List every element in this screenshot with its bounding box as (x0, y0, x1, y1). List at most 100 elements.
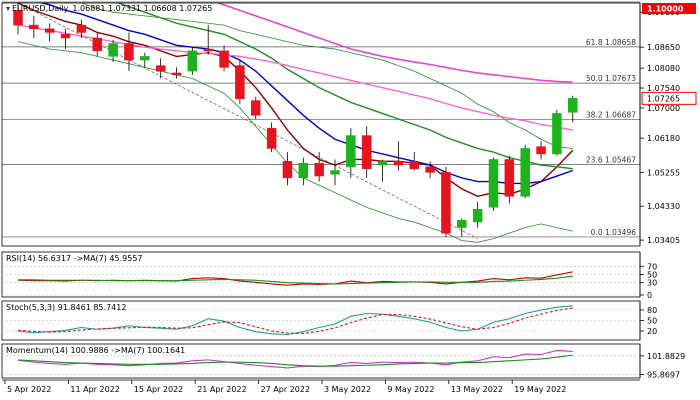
candle-body (219, 50, 229, 68)
price-tick-label: 1.03405 (647, 236, 680, 245)
top-marker-label: 1.10000 (647, 5, 684, 14)
candle (124, 32, 134, 72)
candle (457, 218, 467, 237)
candle-body (203, 48, 213, 52)
candle (282, 152, 293, 186)
candle-body (124, 43, 134, 61)
momentum-panel: 101.8829 95.8697 Momentum(14) 100.9886 ->M… (1, 343, 685, 380)
time-axis: 5 Apr 2022 11 Apr 2022 15 Apr 2022 21 Apr 2… (2, 379, 640, 394)
candle (393, 141, 404, 171)
title-icon: ▾ (6, 4, 10, 13)
candle-body (361, 135, 372, 169)
bollinger-upper (80, 3, 573, 149)
candle (29, 15, 39, 38)
candle-body (108, 43, 118, 57)
candle (13, 3, 23, 35)
candle-body (187, 50, 198, 72)
candle (330, 159, 340, 186)
candle (377, 159, 388, 182)
chart-title-label: EURUSD,Daily (12, 4, 69, 13)
momentum-line (17, 354, 573, 367)
price-panel-frame (1, 2, 641, 247)
last-price-label: 1.07265 (647, 94, 680, 103)
candles (13, 3, 578, 237)
fib-label: 0.0 1.03496 (591, 228, 637, 237)
fibonacci-levels: 76.4 1.09878 61.8 1.08658 50.0 1.07673 38.2… (2, 0, 640, 238)
momentum-line (17, 349, 573, 369)
time-tick-label: 9 May 2022 (387, 385, 434, 394)
candle-body (29, 24, 39, 30)
price-tick-label: 1.04330 (647, 202, 680, 211)
momentum-tick-label: 95.8697 (647, 371, 680, 380)
momentum-tick-label: 101.8829 (647, 352, 685, 361)
candle (346, 128, 356, 178)
moving-average-line (116, 3, 573, 170)
candle-body (251, 100, 261, 116)
candle (187, 47, 198, 75)
candle (266, 122, 277, 153)
candle-body (488, 159, 499, 208)
moving-average-line (38, 3, 573, 185)
candle (409, 152, 419, 171)
candle (298, 157, 309, 186)
candle-body (171, 72, 182, 76)
chart-title: ▾ EURUSD,Daily 1.06881 1.07331 1.06608 1.0… (6, 4, 212, 13)
candle (171, 67, 182, 79)
price-tick-label: 1.06180 (647, 134, 680, 143)
candle-body (155, 65, 166, 72)
stoch-tick-label: 20 (647, 327, 657, 336)
candle (44, 23, 55, 42)
stoch-series (17, 305, 573, 336)
price-tick-label: 1.08650 (647, 43, 680, 52)
candle (92, 32, 102, 57)
candle-body (441, 172, 451, 234)
moving-average-line (17, 3, 574, 198)
candle (203, 25, 213, 55)
candle (441, 166, 451, 237)
rsi-line (18, 275, 573, 285)
candle (472, 201, 483, 228)
moving-averages (17, 3, 574, 198)
price-panel[interactable]: 76.4 1.09878 61.8 1.08658 50.0 1.07673 38.2… (1, 0, 697, 247)
candle-body (44, 28, 55, 33)
rsi-series (17, 271, 573, 286)
candle (76, 19, 87, 38)
price-tick-label: 1.08080 (647, 64, 680, 73)
candle-body (60, 34, 71, 39)
candle-body (330, 170, 340, 175)
candle (552, 109, 562, 156)
top-marker: 1.10000 (642, 3, 696, 14)
candle-body (266, 127, 277, 149)
time-tick-label: 27 Apr 2022 (261, 385, 310, 394)
candle (536, 141, 546, 160)
candle-body (346, 135, 356, 168)
time-tick-label: 21 Apr 2022 (197, 385, 246, 394)
price-tick-label: 1.07540 (647, 84, 680, 93)
momentum-series (17, 349, 573, 369)
candle-body (298, 162, 309, 179)
candle-body (92, 37, 102, 52)
rsi-tick-label: 70 (647, 262, 657, 271)
candle-body (568, 98, 578, 113)
candle (425, 161, 435, 178)
momentum-header: Momentum(14) 100.9886 ->MA(7) 100.1641 (6, 346, 185, 355)
candle-body (536, 146, 546, 155)
last-price-marker: 1.07265 (641, 91, 697, 105)
candle-body (409, 161, 419, 169)
candle-body (282, 161, 293, 179)
fib-label: 38.2 1.06687 (586, 110, 636, 119)
candle (520, 144, 530, 199)
candle-body (76, 24, 87, 33)
candle-body (457, 219, 467, 228)
price-axis: 1.096001.086501.080801.075401.070001.061… (639, 3, 697, 246)
candle-body (393, 161, 404, 166)
candle (235, 60, 245, 105)
rsi-tick-label: 30 (647, 279, 657, 288)
candle-body (520, 148, 530, 197)
time-tick-label: 19 May 2022 (514, 385, 566, 394)
fib-label: 50.0 1.07673 (586, 74, 636, 83)
candle (314, 152, 324, 182)
